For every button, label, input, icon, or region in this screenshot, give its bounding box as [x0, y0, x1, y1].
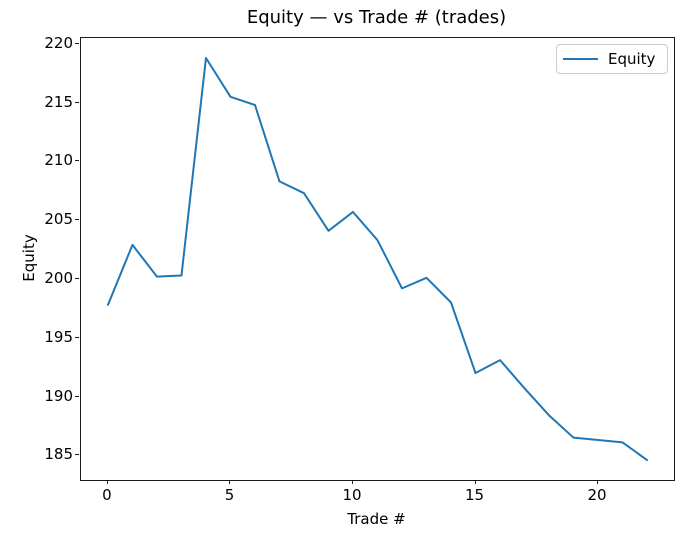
y-tick-label: 205 — [44, 210, 73, 229]
y-tick-label: 210 — [44, 151, 73, 170]
legend: Equity — [556, 44, 668, 74]
y-tick-mark — [75, 277, 79, 279]
plot-area — [80, 37, 675, 481]
y-tick-mark — [75, 395, 79, 397]
y-tick-mark — [75, 160, 79, 162]
x-tick-mark — [474, 480, 476, 484]
x-tick-label: 0 — [102, 486, 112, 504]
legend-line-swatch-icon — [563, 58, 598, 60]
x-tick-label: 5 — [224, 486, 235, 504]
y-tick-mark — [75, 336, 79, 338]
legend-entry-label: Equity — [608, 50, 656, 68]
y-tick-label: 195 — [44, 327, 73, 346]
y-tick-label: 220 — [44, 33, 73, 52]
x-tick-mark — [106, 480, 108, 484]
x-tick-mark — [351, 480, 353, 484]
equity-line-series — [106, 56, 649, 462]
y-tick-mark — [75, 454, 79, 456]
x-tick-label: 10 — [342, 486, 362, 504]
y-tick-label: 185 — [44, 445, 73, 464]
x-axis-label: Trade # — [347, 510, 406, 528]
x-tick-mark — [229, 480, 231, 484]
y-tick-mark — [75, 42, 79, 44]
y-tick-mark — [75, 101, 79, 103]
x-tick-label: 20 — [587, 486, 607, 504]
chart-title: Equity — vs Trade # (trades) — [246, 7, 507, 28]
x-tick-label: 15 — [464, 486, 485, 504]
y-tick-label: 215 — [44, 92, 73, 111]
y-tick-mark — [75, 219, 79, 221]
line-chart-canvas — [106, 56, 649, 462]
y-tick-label: 190 — [44, 386, 73, 405]
y-tick-label: 200 — [44, 268, 73, 287]
x-tick-mark — [597, 480, 599, 484]
